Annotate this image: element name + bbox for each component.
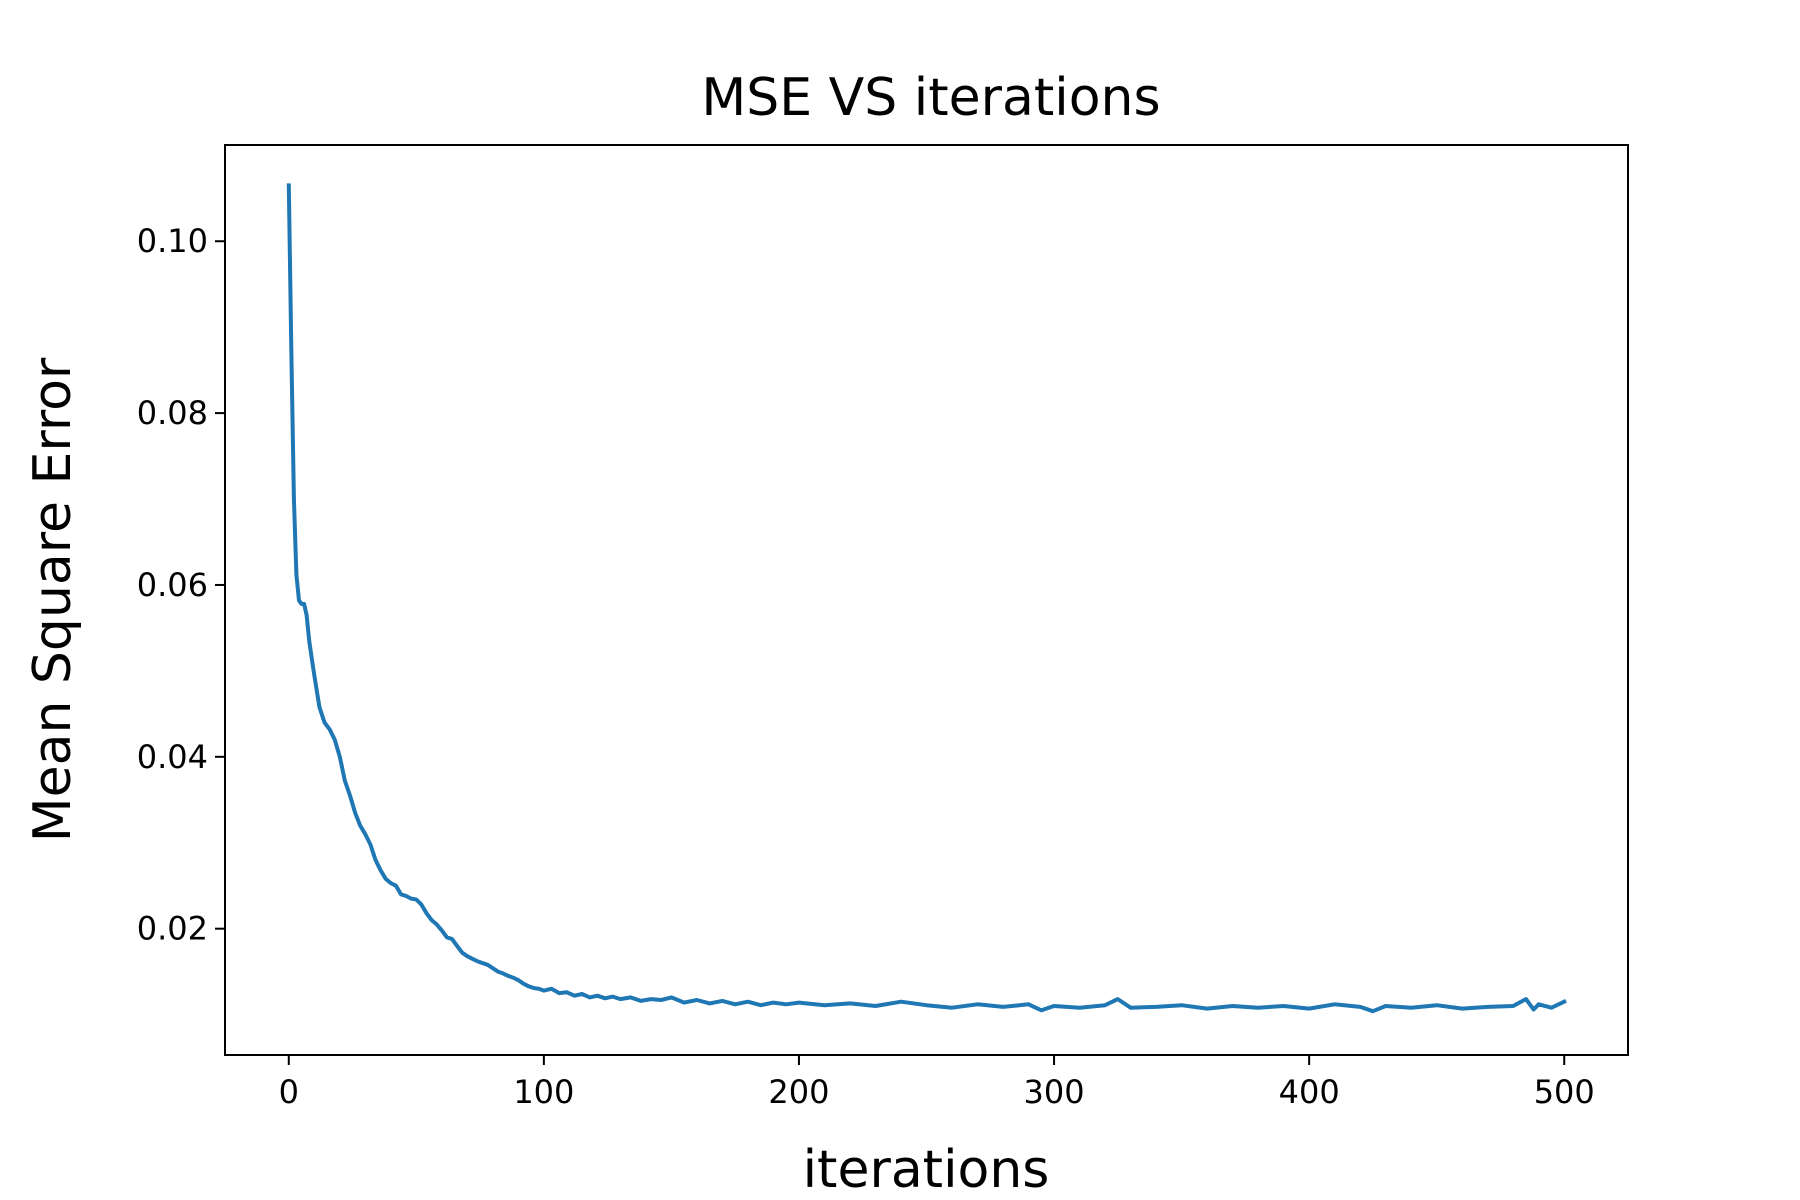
y-tick-label: 0.08 bbox=[137, 394, 208, 432]
x-tick-label: 300 bbox=[1024, 1073, 1085, 1111]
x-tick-label: 500 bbox=[1534, 1073, 1595, 1111]
x-tick-label: 400 bbox=[1279, 1073, 1340, 1111]
chart-title: MSE VS iterations bbox=[701, 68, 1160, 128]
y-axis-title: Mean Square Error bbox=[23, 357, 83, 842]
plot-frame bbox=[224, 144, 1629, 1056]
y-tick-label: 0.04 bbox=[137, 738, 208, 776]
y-tick-label: 0.10 bbox=[137, 222, 208, 260]
plot-background bbox=[225, 145, 1628, 1055]
x-axis-ticks: 0 100 200 300 400 500 bbox=[279, 1055, 1595, 1111]
plot-area bbox=[225, 145, 1628, 1055]
x-tick-label: 200 bbox=[768, 1073, 829, 1111]
y-tick-label: 0.02 bbox=[137, 910, 208, 948]
x-tick-label: 100 bbox=[513, 1073, 574, 1111]
y-axis-ticks: 0.02 0.04 0.06 0.08 0.10 bbox=[137, 222, 225, 948]
y-tick-label: 0.06 bbox=[137, 566, 208, 604]
mse-series-line bbox=[286, 183, 1567, 1014]
x-tick-label: 0 bbox=[279, 1073, 299, 1111]
x-axis-title: iterations bbox=[803, 1140, 1050, 1200]
